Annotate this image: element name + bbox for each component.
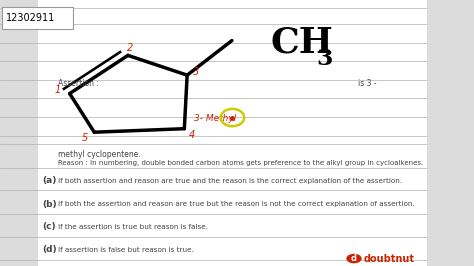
Text: 5: 5 (82, 133, 88, 143)
FancyBboxPatch shape (38, 0, 427, 266)
Text: (c): (c) (42, 222, 55, 231)
Text: (b): (b) (42, 200, 56, 209)
Text: If both the assertion and reason are true but the reason is not the correct expl: If both the assertion and reason are tru… (57, 201, 414, 207)
Text: 12302911: 12302911 (6, 13, 55, 23)
Text: doubtnut: doubtnut (364, 253, 414, 264)
Text: Assertion :: Assertion : (57, 79, 99, 88)
Text: CH: CH (271, 26, 334, 60)
Text: (d): (d) (42, 245, 56, 254)
Text: Reason : In numbering, double bonded carbon atoms gets preference to the alkyl g: Reason : In numbering, double bonded car… (57, 160, 423, 166)
Text: 3: 3 (192, 67, 199, 77)
FancyBboxPatch shape (2, 7, 73, 29)
Circle shape (346, 254, 362, 263)
Text: is 3 -: is 3 - (358, 79, 377, 88)
Text: 3: 3 (317, 48, 333, 69)
Text: d: d (351, 254, 357, 263)
Text: 3- Methyl: 3- Methyl (194, 114, 237, 123)
Text: If both assertion and reason are true and the reason is the correct explanation : If both assertion and reason are true an… (57, 178, 401, 184)
Text: (a): (a) (42, 176, 56, 185)
Text: If assertion is false but reason is true.: If assertion is false but reason is true… (57, 247, 193, 252)
Text: 2: 2 (127, 43, 133, 53)
Text: If the assertion is true but reason is false.: If the assertion is true but reason is f… (57, 224, 208, 230)
Text: methyl cyclopentene.: methyl cyclopentene. (57, 150, 140, 159)
Text: 4: 4 (189, 130, 195, 140)
Text: 1: 1 (55, 85, 61, 95)
